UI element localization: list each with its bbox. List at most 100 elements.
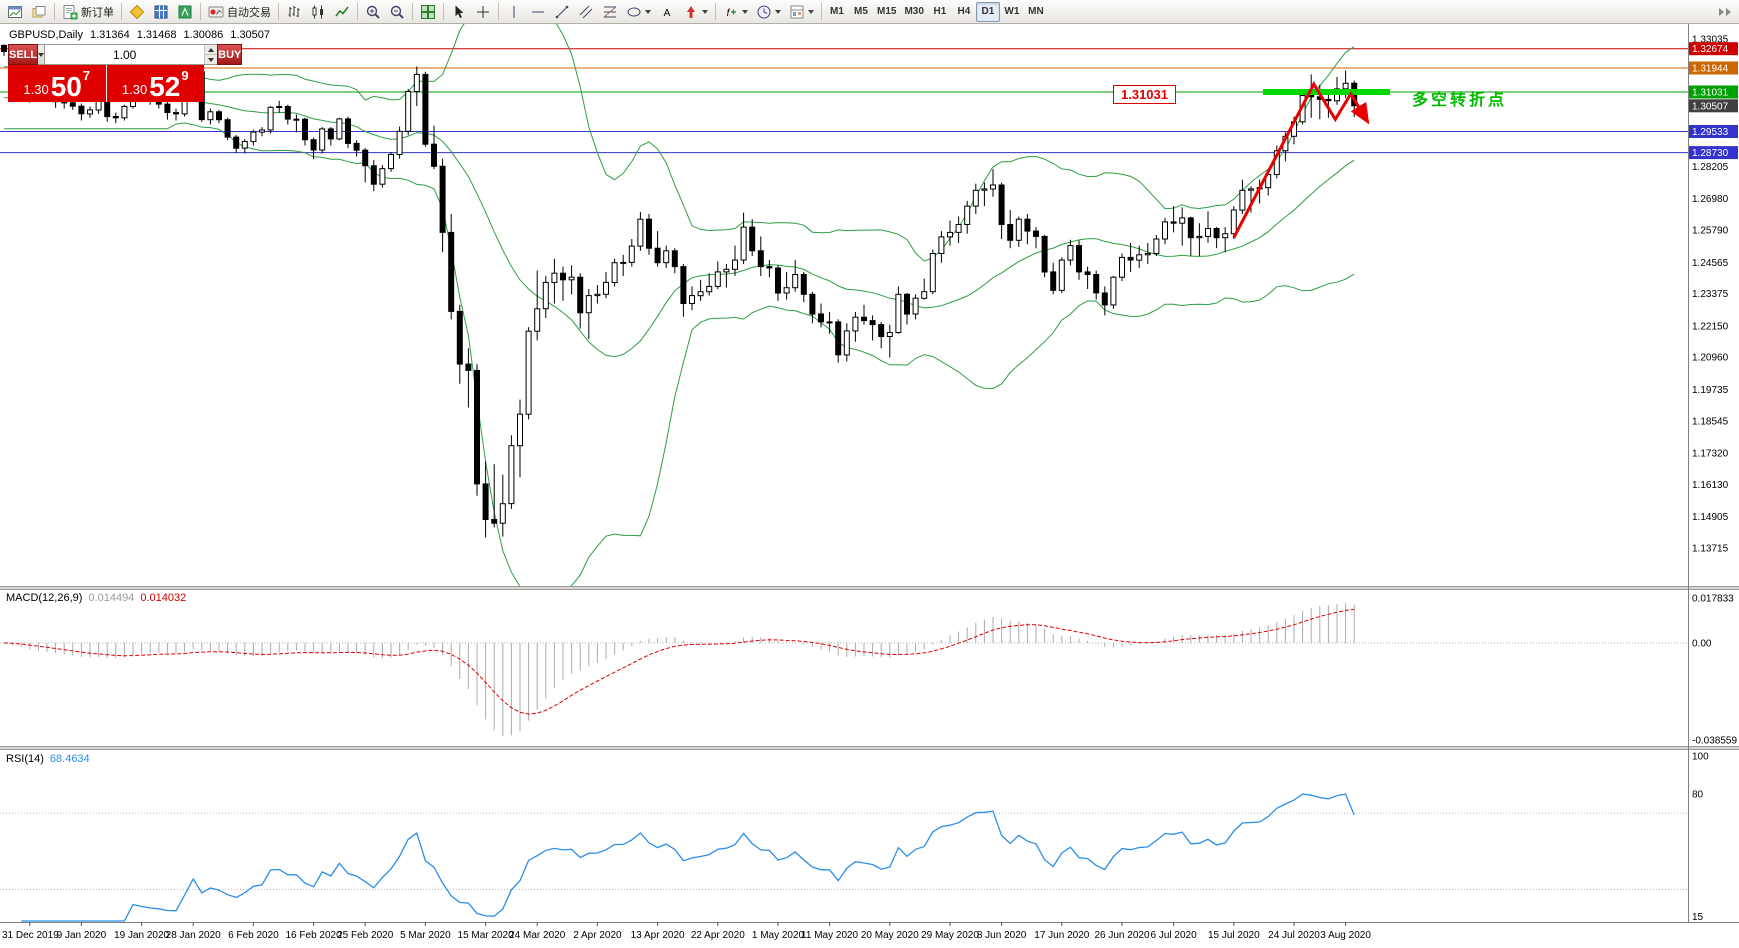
trend-arrow[interactable] [1232, 81, 1370, 239]
macd-scale-label: 0.00 [1692, 638, 1712, 649]
crosshair-button[interactable] [471, 2, 495, 22]
price-callout-label[interactable]: 1.31031 [1113, 85, 1176, 104]
chevron-down-icon [742, 9, 748, 14]
price-scale-label: 1.19735 [1692, 385, 1729, 396]
text-button[interactable]: A [655, 2, 679, 22]
trendline-button[interactable] [550, 2, 574, 22]
date-label: 19 Jan 2020 [114, 930, 169, 941]
date-label: 6 Feb 2020 [228, 930, 279, 941]
chart-symbol-header: GBPUSD,Daily 1.31364 1.31468 1.30086 1.30507 [9, 29, 277, 41]
autotrading-button[interactable]: 自动交易 [204, 2, 275, 22]
toolbar-overflow-button[interactable] [1714, 2, 1736, 22]
sell-button[interactable]: SELL [8, 44, 39, 65]
price-badge-text: 1.32674 [1692, 44, 1729, 55]
rsi-value: 68.4634 [49, 753, 90, 765]
profiles-button[interactable] [27, 2, 51, 22]
cursor-button[interactable] [447, 2, 471, 22]
date-label: 15 Jul 2020 [1208, 930, 1260, 941]
date-label: 1 May 2020 [752, 930, 805, 941]
timeframe-m1-button[interactable]: M1 [830, 6, 844, 17]
date-label: 2 Apr 2020 [573, 930, 622, 941]
timeframe-w1-button[interactable]: W1 [1004, 6, 1020, 17]
zoom-in-button[interactable] [361, 2, 385, 22]
timeframe-m5-button[interactable]: M5 [854, 6, 868, 17]
buy-price-sup: 9 [181, 68, 189, 83]
price-scale-label: 1.24565 [1692, 258, 1729, 269]
timeframe-h1-button[interactable]: H1 [933, 6, 947, 17]
price-badge-text: 1.28730 [1692, 148, 1729, 159]
vertical-line-button[interactable] [502, 2, 526, 22]
date-label: 8 Jun 2020 [977, 930, 1027, 941]
volume-down-button[interactable] [205, 55, 218, 64]
buy-price-head: 1.30 [121, 82, 148, 97]
timeframe-d1-button[interactable]: D1 [975, 1, 1000, 22]
macd-value: 0.014494 [88, 592, 135, 604]
buy-price-button[interactable]: 1.30 52 9 [106, 65, 204, 102]
timeframe-m30-button[interactable]: M30 [904, 6, 924, 17]
price-scale-label: 1.20960 [1692, 353, 1729, 364]
date-label: 5 Mar 2020 [400, 930, 451, 941]
arrows-button[interactable] [679, 2, 712, 22]
rsi-pane[interactable] [0, 793, 1688, 922]
navigator-button[interactable] [173, 2, 197, 22]
volume-input[interactable] [45, 45, 205, 64]
price-scale-label: 1.14905 [1692, 512, 1729, 523]
symbol-label: GBPUSD,Daily [9, 29, 83, 41]
zoom-out-button[interactable] [385, 2, 409, 22]
rsi-name: RSI(14) [6, 753, 44, 765]
svg-text:A: A [664, 8, 671, 19]
price-badge [1689, 146, 1738, 160]
tile-windows-button[interactable] [416, 2, 440, 22]
bar-chart-button[interactable] [282, 2, 306, 22]
indicators-button[interactable]: f [719, 2, 752, 22]
channel-button[interactable] [574, 2, 598, 22]
volume-field [45, 44, 218, 65]
shapes-button[interactable] [622, 2, 655, 22]
main-chart-pane[interactable] [0, 0, 1688, 593]
timeframe-h4-button[interactable]: H4 [957, 6, 971, 17]
toolbar-separator [54, 3, 55, 20]
price-badge [1689, 42, 1738, 56]
ohlc-close: 1.30507 [230, 29, 271, 41]
toolbar-separator [121, 3, 122, 20]
price-badge [1689, 85, 1738, 99]
data-window-button[interactable] [149, 2, 173, 22]
turning-point-label[interactable]: 多空转折点 [1412, 92, 1508, 109]
sell-price-button[interactable]: 1.30 50 7 [8, 65, 106, 102]
volume-up-button[interactable] [205, 45, 218, 55]
macd-label: MACD(12,26,9) 0.014494 0.014032 [6, 592, 192, 604]
chevron-down-icon [775, 9, 781, 14]
rsi-scale-label: 80 [1692, 790, 1704, 801]
templates-button[interactable] [785, 2, 818, 22]
new-chart-button[interactable] [3, 2, 27, 22]
date-label: 26 Jun 2020 [1094, 930, 1149, 941]
rsi-scale-label: 15 [1692, 912, 1704, 923]
market-watch-button[interactable] [125, 2, 149, 22]
line-chart-button[interactable] [330, 2, 354, 22]
candle-chart-button[interactable] [306, 2, 330, 22]
candlesticks [1, 44, 1358, 538]
periods-button[interactable] [752, 2, 785, 22]
pane-separator[interactable] [0, 746, 1739, 750]
fibonacci-button[interactable] [598, 2, 622, 22]
chevron-down-icon [645, 9, 651, 14]
horizontal-line-button[interactable] [526, 2, 550, 22]
price-scale-label: 1.33035 [1692, 35, 1729, 46]
toolbar-separator [200, 3, 201, 20]
timeframe-mn-button[interactable]: MN [1028, 6, 1044, 17]
buy-button[interactable]: BUY [217, 44, 243, 65]
date-label: 20 May 2020 [861, 930, 919, 941]
timeframe-m15-button[interactable]: M15 [877, 6, 897, 17]
price-scale[interactable]: 1.33035 1.28205 1.26980 1.25790 1.24565 1.233… [1688, 24, 1739, 923]
macd-pane[interactable] [0, 603, 1688, 737]
date-label: 16 Feb 2020 [286, 930, 343, 941]
new-order-button[interactable]: 新订单 [58, 2, 118, 22]
pane-separator[interactable] [0, 586, 1739, 590]
date-label: 31 Dec 2019 [2, 930, 59, 941]
price-scale-label: 1.28205 [1692, 162, 1729, 173]
macd-histogram [12, 603, 1355, 737]
one-click-menu-button[interactable] [38, 44, 46, 65]
